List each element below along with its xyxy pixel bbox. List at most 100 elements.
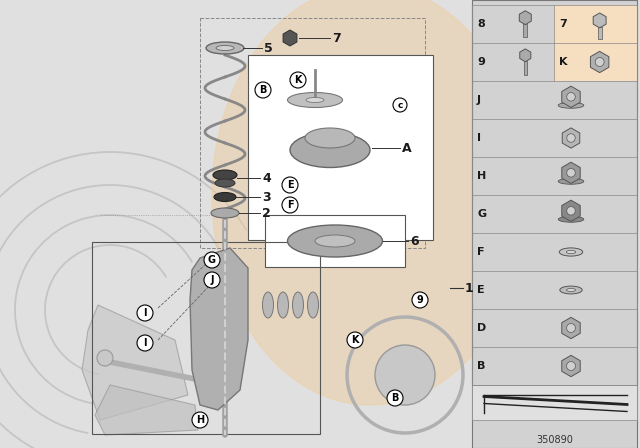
Bar — [554, 43, 637, 81]
Polygon shape — [212, 0, 528, 405]
Bar — [472, 385, 637, 420]
Text: 8: 8 — [477, 19, 484, 29]
Circle shape — [282, 197, 298, 213]
Ellipse shape — [215, 179, 235, 187]
Bar — [524, 61, 527, 75]
Ellipse shape — [278, 292, 289, 318]
Circle shape — [595, 57, 604, 66]
Text: H: H — [477, 171, 486, 181]
Text: 1: 1 — [465, 281, 474, 294]
Bar — [248, 55, 433, 240]
Ellipse shape — [290, 133, 370, 168]
Polygon shape — [95, 385, 198, 435]
Text: K: K — [294, 75, 301, 85]
Ellipse shape — [566, 289, 575, 292]
Ellipse shape — [306, 98, 324, 103]
Circle shape — [566, 323, 575, 332]
Ellipse shape — [213, 170, 237, 180]
Circle shape — [412, 292, 428, 308]
Text: I: I — [477, 133, 481, 143]
Circle shape — [567, 134, 575, 142]
Ellipse shape — [305, 128, 355, 148]
Polygon shape — [562, 86, 580, 108]
Circle shape — [375, 345, 435, 405]
Polygon shape — [562, 355, 580, 377]
Circle shape — [137, 335, 153, 351]
Bar — [554, 5, 637, 43]
Text: D: D — [477, 323, 486, 333]
Text: 4: 4 — [262, 172, 271, 185]
Circle shape — [290, 72, 306, 88]
Text: 6: 6 — [410, 234, 419, 247]
Ellipse shape — [292, 292, 303, 318]
Bar — [92, 242, 320, 434]
Text: F: F — [287, 200, 293, 210]
Ellipse shape — [216, 46, 234, 51]
Polygon shape — [562, 200, 580, 221]
Circle shape — [567, 207, 575, 215]
Polygon shape — [190, 248, 248, 410]
Ellipse shape — [211, 208, 239, 218]
Text: G: G — [477, 209, 486, 219]
Text: E: E — [287, 180, 293, 190]
Circle shape — [255, 82, 271, 98]
Text: A: A — [402, 142, 412, 155]
Ellipse shape — [558, 178, 584, 184]
Polygon shape — [591, 52, 609, 73]
Text: B: B — [259, 85, 267, 95]
Polygon shape — [593, 13, 606, 28]
Text: B: B — [391, 393, 399, 403]
Polygon shape — [283, 30, 297, 46]
Text: H: H — [196, 415, 204, 425]
Ellipse shape — [566, 250, 576, 254]
Ellipse shape — [214, 193, 236, 202]
Text: 9: 9 — [477, 57, 485, 67]
Ellipse shape — [206, 42, 244, 54]
Polygon shape — [562, 317, 580, 339]
Bar — [598, 27, 602, 39]
Polygon shape — [82, 305, 188, 420]
Text: 5: 5 — [264, 42, 273, 55]
Ellipse shape — [315, 235, 355, 247]
Text: K: K — [559, 57, 568, 67]
Circle shape — [566, 362, 575, 370]
Circle shape — [282, 177, 298, 193]
Ellipse shape — [262, 292, 273, 318]
Ellipse shape — [287, 225, 383, 257]
Bar — [524, 24, 527, 37]
Circle shape — [567, 93, 575, 101]
Circle shape — [204, 252, 220, 268]
Text: I: I — [143, 338, 147, 348]
Text: J: J — [477, 95, 481, 105]
Ellipse shape — [558, 216, 584, 222]
Circle shape — [192, 412, 208, 428]
Ellipse shape — [560, 286, 582, 294]
Circle shape — [387, 390, 403, 406]
Polygon shape — [520, 49, 531, 62]
Text: 350890: 350890 — [536, 435, 573, 445]
Circle shape — [393, 98, 407, 112]
Ellipse shape — [558, 103, 584, 108]
Text: 3: 3 — [262, 190, 271, 203]
Text: 7: 7 — [559, 19, 567, 29]
Text: J: J — [211, 275, 214, 285]
Ellipse shape — [287, 92, 342, 108]
Bar — [200, 18, 425, 248]
Circle shape — [347, 332, 363, 348]
Circle shape — [137, 305, 153, 321]
Ellipse shape — [307, 292, 319, 318]
Bar — [265, 215, 405, 267]
Text: G: G — [208, 255, 216, 265]
Text: 7: 7 — [332, 31, 340, 44]
Text: E: E — [477, 285, 484, 295]
Circle shape — [97, 350, 113, 366]
Text: I: I — [143, 308, 147, 318]
Bar — [472, 0, 637, 448]
Polygon shape — [562, 162, 580, 183]
Text: F: F — [477, 247, 484, 257]
Text: c: c — [397, 100, 403, 109]
Text: K: K — [351, 335, 359, 345]
Circle shape — [204, 272, 220, 288]
Polygon shape — [519, 11, 531, 25]
Text: 9: 9 — [417, 295, 424, 305]
